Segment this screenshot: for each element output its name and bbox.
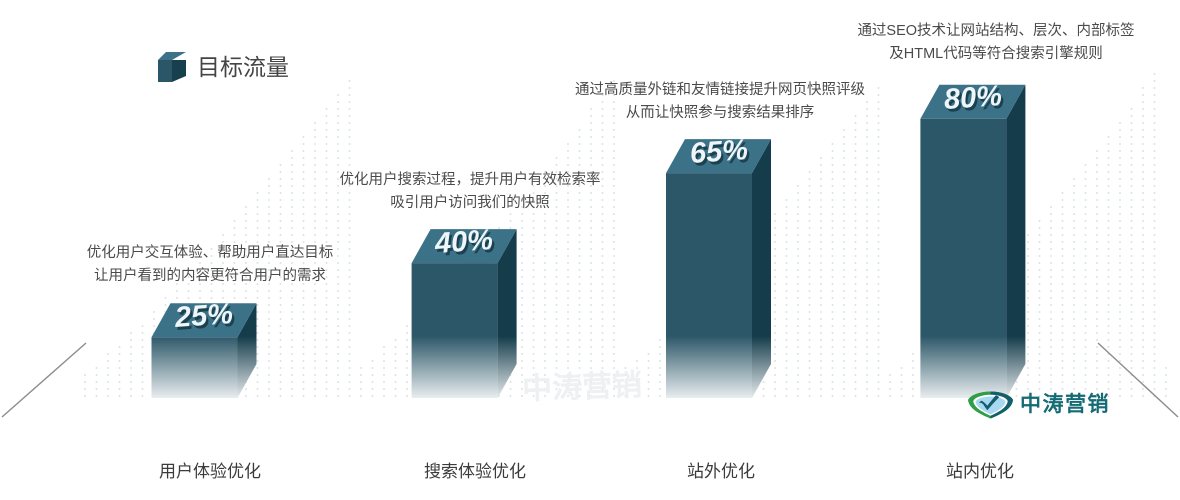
svg-text:中涛营销: 中涛营销 xyxy=(1020,392,1110,416)
